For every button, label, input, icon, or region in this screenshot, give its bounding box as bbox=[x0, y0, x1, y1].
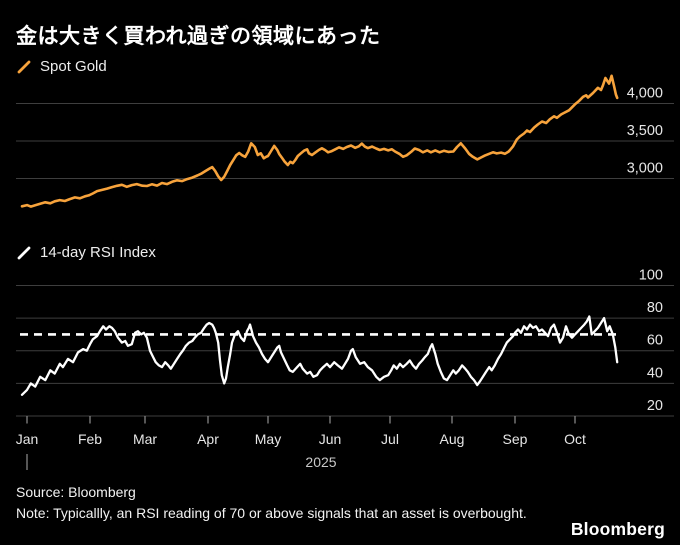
month-label: Oct bbox=[564, 431, 586, 447]
chart-title: 金は大きく買われ過ぎの領域にあった bbox=[16, 25, 381, 48]
legend-rsi-index-label: 14-day RSI Index bbox=[40, 244, 156, 261]
month-label: Jul bbox=[381, 431, 399, 447]
month-label: Aug bbox=[440, 431, 465, 447]
footer: Source: Bloomberg Note: Typicallly, an R… bbox=[16, 482, 536, 524]
month-label: May bbox=[255, 431, 281, 447]
month-label: Sep bbox=[503, 431, 528, 447]
year-label: 2025 bbox=[305, 454, 336, 470]
rsi-y-axis-label: 40 bbox=[647, 365, 663, 381]
spot-gold-y-axis-label: 3,000 bbox=[627, 161, 663, 177]
month-label: Mar bbox=[133, 431, 157, 447]
month-label: Jan bbox=[16, 431, 39, 447]
rsi-y-axis-label: 20 bbox=[647, 398, 663, 414]
source-text: Source: Bloomberg bbox=[16, 484, 136, 500]
month-label: Feb bbox=[78, 431, 102, 447]
rsi-y-axis-label: 60 bbox=[647, 333, 663, 349]
spot-gold-y-axis-label: 3,500 bbox=[627, 123, 663, 139]
month-label: Apr bbox=[197, 431, 219, 447]
spot-gold-y-axis-label: 4,000 bbox=[627, 86, 663, 102]
spot-gold-series-line bbox=[20, 74, 619, 208]
legend-spot-gold: Spot Gold bbox=[16, 58, 107, 75]
rsi-line-swatch-icon bbox=[17, 246, 31, 259]
bloomberg-logo: Bloomberg bbox=[570, 519, 665, 539]
legend-rsi-index: 14-day RSI Index bbox=[16, 244, 156, 261]
note-text: Note: Typicallly, an RSI reading of 70 o… bbox=[16, 505, 527, 521]
month-label: Jun bbox=[319, 431, 342, 447]
gold-line-swatch-icon bbox=[17, 60, 31, 73]
rsi-series-line bbox=[20, 315, 619, 396]
legend-spot-gold-label: Spot Gold bbox=[40, 58, 107, 75]
rsi-y-axis-label: 80 bbox=[647, 300, 663, 316]
rsi-y-axis-label: 100 bbox=[639, 268, 663, 284]
